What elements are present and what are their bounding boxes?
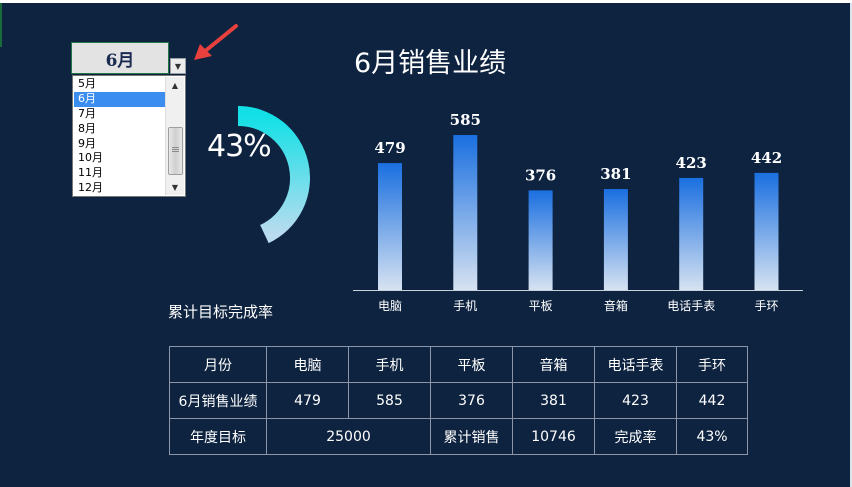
bar-value-label: 442 [751, 149, 782, 167]
table-cell: 479 [266, 382, 349, 419]
bar [603, 189, 628, 290]
cell-selection-edge [0, 3, 2, 47]
bar-value-label: 479 [374, 139, 405, 157]
target-label: 年度目标 [169, 418, 267, 455]
bar [453, 135, 478, 290]
table-cell: 381 [512, 382, 595, 419]
x-tick-label: 手机 [453, 299, 477, 313]
dropdown-option[interactable]: 8月 [78, 121, 96, 135]
bar [528, 190, 553, 290]
gauge-label: 累计目标完成率 [168, 303, 274, 321]
dropdown-option[interactable]: 6月 [74, 91, 166, 107]
window-edge [850, 3, 852, 487]
month-select[interactable]: 6月 [71, 42, 169, 74]
table-row: 6月销售业绩 479 585 376 381 423 442 [169, 382, 748, 419]
scroll-down-icon[interactable]: ▼ [171, 182, 179, 192]
dropdown-option[interactable]: 12月 [78, 181, 103, 195]
bar [679, 177, 704, 290]
table-cell: 6月销售业绩 [169, 382, 267, 419]
dropdown-options: 5月 6月 7月 8月 9月 10月 11月 12月 [74, 77, 166, 196]
top-border [0, 0, 852, 3]
rate-label: 完成率 [594, 418, 677, 455]
dropdown-option[interactable]: 10月 [78, 151, 103, 165]
table-cell: 手环 [676, 346, 748, 383]
table-cell: 电脑 [266, 346, 349, 383]
bar-value-label: 381 [600, 165, 631, 183]
chevron-down-icon: ▼ [174, 61, 182, 71]
table-cell: 音箱 [512, 346, 595, 383]
bar-value-label: 585 [450, 111, 481, 129]
table-cell: 376 [430, 382, 513, 419]
dropdown-option[interactable]: 11月 [78, 166, 103, 180]
scroll-up-icon[interactable]: ▲ [171, 80, 179, 90]
x-tick-label: 手环 [754, 299, 778, 313]
gauge-arc [237, 106, 310, 244]
sales-table: 月份 电脑 手机 平板 音箱 电话手表 手环 6月销售业绩 479 585 37… [169, 346, 748, 455]
table-header-row: 月份 电脑 手机 平板 音箱 电话手表 手环 [169, 346, 748, 383]
table-cell: 442 [676, 382, 748, 419]
dropdown-scrollbar[interactable]: ▲ ▼ [165, 77, 184, 195]
table-cell: 月份 [169, 346, 267, 383]
bar-value-label: 376 [525, 166, 556, 184]
dropdown-option[interactable]: 7月 [78, 106, 96, 120]
cumulative-value: 10746 [512, 418, 595, 455]
chart-title: 6月销售业绩 [354, 48, 507, 79]
month-dropdown-list[interactable]: 5月 6月 7月 8月 9月 10月 11月 12月 ▲ ▼ [72, 75, 186, 197]
rate-value: 43% [676, 418, 748, 455]
bar-value-label: 423 [676, 154, 707, 172]
cumulative-label: 累计销售 [430, 418, 513, 455]
table-cell: 423 [594, 382, 677, 419]
completion-gauge [237, 106, 310, 244]
scroll-thumb[interactable] [168, 127, 183, 175]
dropdown-option[interactable]: 5月 [78, 77, 96, 90]
bar [378, 163, 402, 290]
dropdown-arrow-button[interactable]: ▼ [170, 58, 186, 74]
table-cell: 585 [348, 382, 431, 419]
pointer-arrow-icon [194, 24, 238, 60]
bar [754, 172, 779, 290]
table-cell: 平板 [430, 346, 513, 383]
x-tick-label: 电话手表 [667, 299, 715, 313]
table-cell: 手机 [348, 346, 431, 383]
gauge-value: 43% [207, 129, 272, 164]
table-cell: 电话手表 [594, 346, 677, 383]
target-value: 25000 [266, 418, 431, 455]
x-tick-label: 电脑 [378, 299, 402, 313]
x-tick-label: 平板 [529, 299, 553, 313]
sales-bar-chart: 479 电脑 585 手机 376 平板 381 音箱 423 电话手表 442 手环 [353, 111, 803, 313]
dropdown-option[interactable]: 9月 [78, 136, 96, 150]
table-row: 年度目标 25000 累计销售 10746 完成率 43% [169, 418, 748, 455]
x-tick-label: 音箱 [604, 298, 628, 313]
